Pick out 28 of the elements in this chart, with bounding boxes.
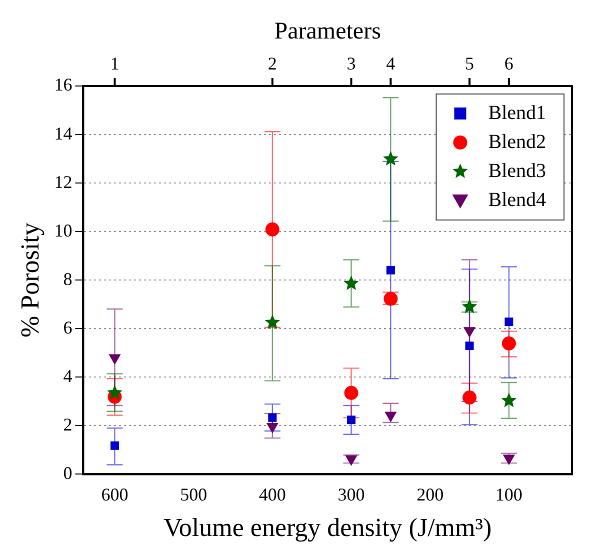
y-tick-label: 0 (63, 462, 72, 483)
annotation: 6 (504, 54, 514, 74)
y-tick-label: 12 (54, 172, 72, 192)
annotation: 5 (465, 54, 474, 74)
y-tick-label: 2 (63, 414, 72, 434)
legend-label: Blend4 (488, 188, 546, 211)
y-tick-label: 6 (63, 317, 72, 338)
y-tick-label: 16 (54, 74, 72, 95)
legend-label: Blend3 (488, 160, 546, 182)
annotation: 2 (268, 54, 277, 74)
x-tick-label: 300 (338, 484, 365, 505)
x2-axis-title: Parameters (274, 18, 381, 44)
x-tick-label: 500 (180, 484, 208, 505)
legend-label: Blend2 (488, 130, 546, 153)
x-tick-label: 600 (101, 484, 128, 505)
annotation: 4 (386, 54, 396, 74)
x-axis-title: Volume energy density (J/mm³) (164, 513, 492, 542)
annotation: 1 (110, 54, 120, 74)
y-tick-label: 10 (54, 220, 72, 240)
y-axis-title: % Porosity (15, 222, 44, 338)
y-tick-label: 14 (54, 123, 72, 144)
y-tick-label: 8 (63, 268, 72, 289)
x-tick-label: 400 (258, 484, 286, 505)
legend-label: Blend1 (488, 102, 546, 124)
x-tick-label: 200 (416, 484, 444, 505)
x-tick-label: 100 (495, 484, 522, 505)
y-tick-label: 4 (63, 366, 72, 386)
annotation: 3 (346, 54, 356, 74)
